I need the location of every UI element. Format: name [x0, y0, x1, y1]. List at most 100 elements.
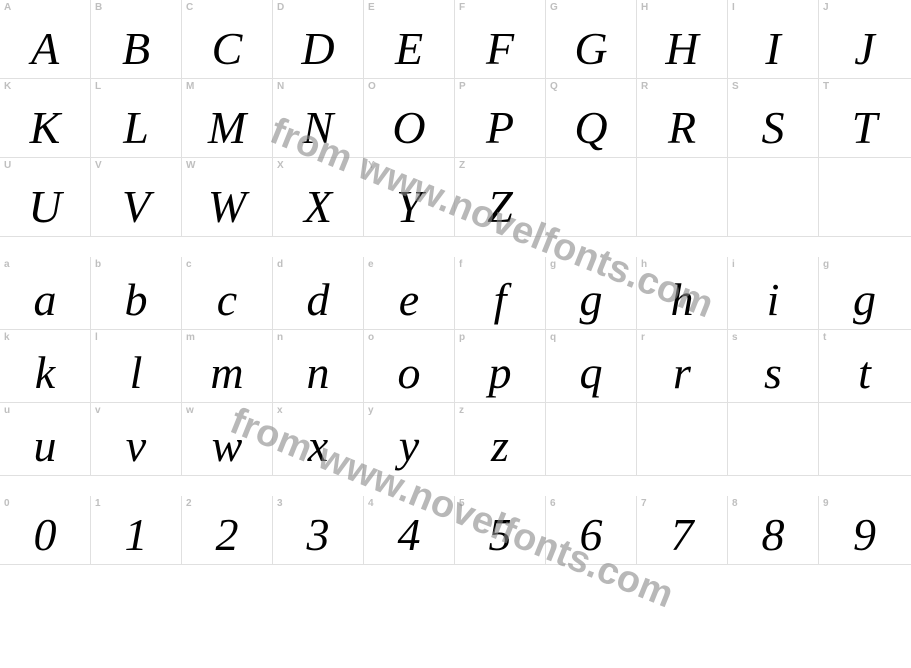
glyph-cell: gg	[546, 257, 637, 329]
glyph-cell-label: g	[550, 259, 556, 270]
glyph-cell	[819, 158, 910, 236]
glyph-cell-label: P	[459, 81, 466, 92]
glyph-cell: 22	[182, 496, 273, 564]
glyph-sample: E	[364, 26, 454, 72]
glyph-cell-label: w	[186, 405, 194, 416]
glyph-sample: r	[637, 350, 727, 396]
glyph-cell: OO	[364, 79, 455, 157]
glyph-cell-label: I	[732, 2, 735, 13]
glyph-cell-label: z	[459, 405, 464, 416]
glyph-cell-label: p	[459, 332, 465, 343]
glyph-cell-label: R	[641, 81, 648, 92]
grid-row: KKLLMMNNOOPPQQRRSSTT	[0, 79, 911, 158]
glyph-cell: 77	[637, 496, 728, 564]
glyph-cell-label: K	[4, 81, 11, 92]
glyph-sample: S	[728, 105, 818, 151]
glyph-cell-label: 6	[550, 498, 556, 509]
glyph-sample: e	[364, 277, 454, 323]
glyph-cell-label: t	[823, 332, 826, 343]
glyph-cell: ss	[728, 330, 819, 402]
glyph-cell: MM	[182, 79, 273, 157]
glyph-cell: zz	[455, 403, 546, 475]
glyph-sample: p	[455, 350, 545, 396]
glyph-cell-label: U	[4, 160, 11, 171]
glyph-sample: g	[819, 277, 910, 323]
glyph-sample: R	[637, 105, 727, 151]
glyph-cell-label: l	[95, 332, 98, 343]
glyph-cell: cc	[182, 257, 273, 329]
glyph-cell-label: f	[459, 259, 462, 270]
glyph-cell: 88	[728, 496, 819, 564]
glyph-cell-label: O	[368, 81, 376, 92]
glyph-sample: l	[91, 350, 181, 396]
glyph-cell: NN	[273, 79, 364, 157]
glyph-sample: O	[364, 105, 454, 151]
glyph-cell: kk	[0, 330, 91, 402]
glyph-cell: 99	[819, 496, 910, 564]
glyph-cell	[819, 403, 910, 475]
glyph-sample: i	[728, 277, 818, 323]
glyph-cell: DD	[273, 0, 364, 78]
glyph-sample: 4	[364, 512, 454, 558]
glyph-cell: KK	[0, 79, 91, 157]
glyph-sample: q	[546, 350, 636, 396]
glyph-cell: WW	[182, 158, 273, 236]
glyph-cell-label: G	[550, 2, 558, 13]
glyph-sample: s	[728, 350, 818, 396]
glyph-cell: nn	[273, 330, 364, 402]
glyph-cell-label: X	[277, 160, 284, 171]
glyph-sample: 5	[455, 512, 545, 558]
glyph-cell: VV	[91, 158, 182, 236]
glyph-cell-label: Z	[459, 160, 465, 171]
glyph-sample: t	[819, 350, 910, 396]
glyph-sample: T	[819, 105, 910, 151]
glyph-cell: ff	[455, 257, 546, 329]
glyph-cell-label: v	[95, 405, 101, 416]
glyph-cell-label: N	[277, 81, 284, 92]
glyph-cell: 00	[0, 496, 91, 564]
glyph-cell-label: L	[95, 81, 101, 92]
glyph-cell: XX	[273, 158, 364, 236]
glyph-cell: dd	[273, 257, 364, 329]
glyph-cell: FF	[455, 0, 546, 78]
glyph-cell-label: B	[95, 2, 102, 13]
glyph-sample: L	[91, 105, 181, 151]
glyph-cell-label: k	[4, 332, 10, 343]
glyph-cell: mm	[182, 330, 273, 402]
glyph-sample: 6	[546, 512, 636, 558]
glyph-sample: d	[273, 277, 363, 323]
glyph-sample: 1	[91, 512, 181, 558]
glyph-sample: 8	[728, 512, 818, 558]
glyph-sample: P	[455, 105, 545, 151]
glyph-cell-label: e	[368, 259, 374, 270]
glyph-cell-label: y	[368, 405, 374, 416]
glyph-cell: LL	[91, 79, 182, 157]
glyph-sample: v	[91, 423, 181, 469]
glyph-cell-label: u	[4, 405, 10, 416]
grid-row: AABBCCDDEEFFGGHHIIJJ	[0, 0, 911, 79]
glyph-sample: K	[0, 105, 90, 151]
glyph-cell-label: r	[641, 332, 645, 343]
glyph-sample: W	[182, 184, 272, 230]
glyph-sample: w	[182, 423, 272, 469]
glyph-cell-label: 1	[95, 498, 101, 509]
grid-row: aabbccddeeffgghhiigg	[0, 257, 911, 330]
grid-row: kkllmmnnooppqqrrsstt	[0, 330, 911, 403]
glyph-cell-label: m	[186, 332, 195, 343]
glyph-sample: k	[0, 350, 90, 396]
glyph-sample: N	[273, 105, 363, 151]
glyph-cell: II	[728, 0, 819, 78]
glyph-cell-label: Y	[368, 160, 375, 171]
glyph-cell-label: h	[641, 259, 647, 270]
glyph-cell-label: q	[550, 332, 556, 343]
glyph-sample: 2	[182, 512, 272, 558]
glyph-sample: n	[273, 350, 363, 396]
glyph-cell: 55	[455, 496, 546, 564]
glyph-cell-label: 3	[277, 498, 283, 509]
glyph-cell: JJ	[819, 0, 910, 78]
glyph-cell: gg	[819, 257, 910, 329]
glyph-cell-label: F	[459, 2, 465, 13]
glyph-cell-label: T	[823, 81, 829, 92]
glyph-sample: m	[182, 350, 272, 396]
glyph-sample: F	[455, 26, 545, 72]
